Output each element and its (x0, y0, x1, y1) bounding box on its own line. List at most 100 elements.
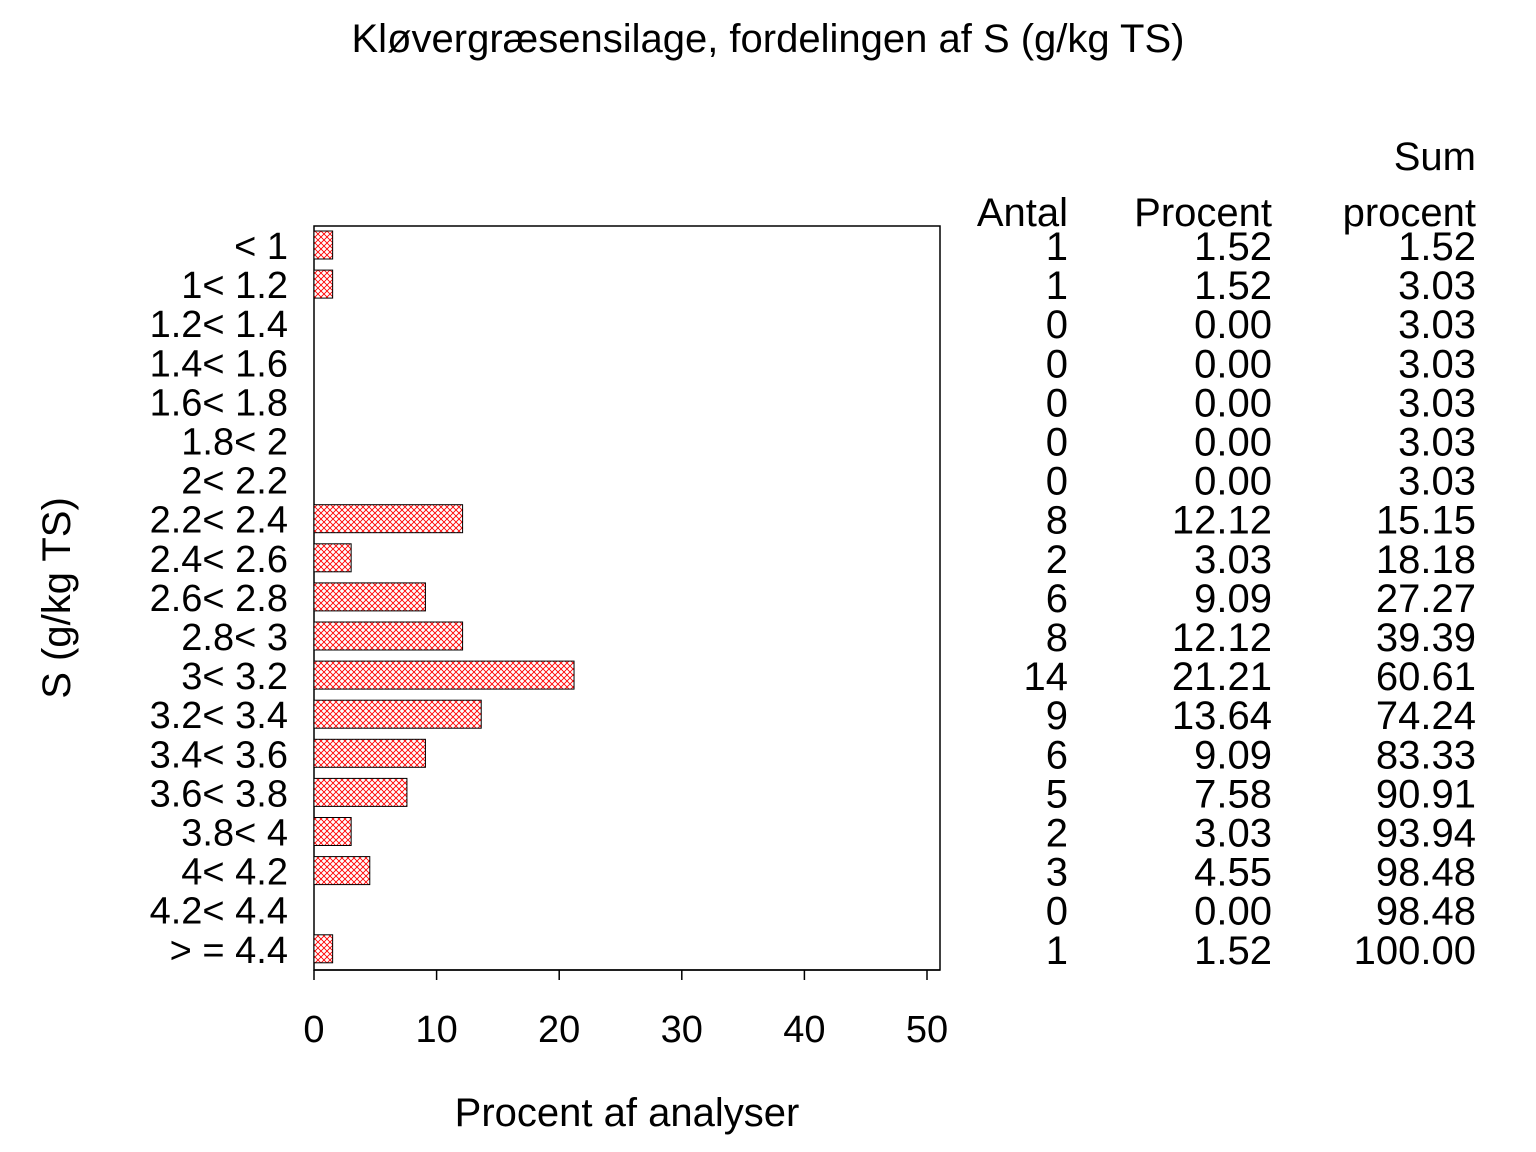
table-cell-antal: 0 (1046, 381, 1068, 425)
table-cell-antal: 8 (1046, 616, 1068, 660)
table-cell-sum-procent: 98.48 (1376, 890, 1476, 934)
category-label: 1< 1.2 (181, 265, 288, 307)
table-cell-procent: 12.12 (1172, 616, 1272, 660)
table-cell-sum-procent: 100.00 (1354, 929, 1476, 973)
category-label: < 1 (234, 226, 288, 268)
bar (313, 699, 482, 729)
table-cell-antal: 0 (1046, 303, 1068, 347)
table-cell-antal: 1 (1046, 225, 1068, 269)
bar (313, 660, 575, 690)
bar (313, 817, 352, 846)
table-cell-antal: 8 (1046, 499, 1068, 543)
table-cell-sum-procent: 15.15 (1376, 499, 1476, 543)
table-cell-antal: 0 (1046, 460, 1068, 504)
x-axis-label: Procent af analyser (455, 1091, 800, 1135)
table-cell-sum-procent: 90.91 (1376, 772, 1476, 816)
table-cell-procent: 9.09 (1194, 577, 1272, 621)
table-cell-sum-procent: 18.18 (1376, 538, 1476, 582)
table-cell-antal: 9 (1046, 694, 1068, 738)
category-label: 3.4< 3.6 (150, 734, 288, 776)
category-label: 1.4< 1.6 (150, 343, 288, 385)
table-header-sum-procent: procent (1343, 191, 1476, 235)
table-cell-procent: 9.09 (1194, 733, 1272, 777)
bar (313, 504, 464, 534)
table-cell-sum-procent: 1.52 (1398, 225, 1476, 269)
table-cell-procent: 0.00 (1194, 381, 1272, 425)
category-label: 1.2< 1.4 (150, 304, 288, 346)
table-cell-sum-procent: 27.27 (1376, 577, 1476, 621)
category-labels: < 11< 1.21.2< 1.41.4< 1.61.6< 1.81.8< 2 2… (150, 226, 288, 972)
bar (313, 934, 334, 964)
table-cell-sum-procent: 3.03 (1398, 460, 1476, 504)
table-cell-sum-procent: 3.03 (1398, 264, 1476, 308)
x-tick-label: 40 (783, 1009, 825, 1051)
category-label: 4< 4.2 (181, 852, 288, 894)
category-label: 2.4< 2.6 (150, 539, 288, 581)
table-cell-procent: 13.64 (1172, 694, 1272, 738)
category-label: 3.2< 3.4 (150, 695, 288, 737)
bar (313, 621, 464, 651)
table-cell-sum-procent: 74.24 (1376, 694, 1476, 738)
table-cell-procent: 0.00 (1194, 890, 1272, 934)
table-cell-antal: 1 (1046, 929, 1068, 973)
table-cell-antal: 2 (1046, 812, 1068, 856)
bar (313, 582, 426, 612)
x-tick-label: 0 (303, 1009, 324, 1051)
table-cell-antal: 0 (1046, 342, 1068, 386)
chart-title: Kløvergræsensilage, fordelingen af S (g/… (352, 17, 1185, 61)
table-cell-sum-procent: 3.03 (1398, 342, 1476, 386)
bar (313, 738, 426, 768)
bar (313, 269, 334, 299)
table-header-antal: Antal (977, 191, 1068, 235)
table-cell-antal: 0 (1046, 890, 1068, 934)
table-cell-procent: 1.52 (1194, 929, 1272, 973)
x-tick-label: 30 (661, 1009, 703, 1051)
bar (313, 777, 408, 807)
table-cell-sum-procent: 60.61 (1376, 655, 1476, 699)
table-cell-sum-procent: 3.03 (1398, 303, 1476, 347)
table-cell-antal: 3 (1046, 851, 1068, 895)
table-cell-procent: 0.00 (1194, 460, 1272, 504)
table-cell-procent: 1.52 (1194, 264, 1272, 308)
bar (313, 856, 371, 886)
table-cell-procent: 21.21 (1172, 655, 1272, 699)
bars-group (313, 230, 575, 964)
category-label: 3.6< 3.8 (150, 773, 288, 815)
table-cell-antal: 6 (1046, 733, 1068, 777)
category-label: 2.8< 3 (181, 617, 288, 659)
table-header-sum: Sum (1394, 135, 1476, 179)
table-cell-sum-procent: 83.33 (1376, 733, 1476, 777)
table-cell-sum-procent: 93.94 (1376, 812, 1476, 856)
table-cell-procent: 0.00 (1194, 421, 1272, 465)
table-cell-procent: 4.55 (1194, 851, 1272, 895)
table-cell-antal: 5 (1046, 772, 1068, 816)
table-cell-procent: 3.03 (1194, 812, 1272, 856)
table-cell-antal: 1 (1046, 264, 1068, 308)
table-cell-procent: 7.58 (1194, 772, 1272, 816)
table-cell-antal: 0 (1046, 421, 1068, 465)
table-cell-sum-procent: 3.03 (1398, 381, 1476, 425)
x-tick-label: 10 (415, 1009, 457, 1051)
x-tick-label: 50 (906, 1009, 948, 1051)
y-axis-label: S (g/kg TS) (35, 497, 79, 699)
table-cell-sum-procent: 39.39 (1376, 616, 1476, 660)
category-label: 4.2< 4.4 (150, 891, 288, 933)
table-cell-antal: 6 (1046, 577, 1068, 621)
table-cell-procent: 3.03 (1194, 538, 1272, 582)
table-cell-antal: 2 (1046, 538, 1068, 582)
category-label: 2.6< 2.8 (150, 578, 288, 620)
table-cell-sum-procent: 98.48 (1376, 851, 1476, 895)
category-label: 1.6< 1.8 (150, 382, 288, 424)
x-tick-label: 20 (538, 1009, 580, 1051)
table-cell-procent: 12.12 (1172, 499, 1272, 543)
table-cell-procent: 1.52 (1194, 225, 1272, 269)
category-label: 2.2< 2.4 (150, 500, 288, 542)
table-header-procent: Procent (1134, 191, 1272, 235)
table-cell-procent: 0.00 (1194, 342, 1272, 386)
x-axis: 0 10 20 30 40 50 (303, 969, 948, 1051)
table-cell-antal: 14 (1024, 655, 1069, 699)
table-cell-sum-procent: 3.03 (1398, 421, 1476, 465)
bar (313, 543, 352, 573)
category-label: 1.8< 2 (181, 422, 288, 464)
